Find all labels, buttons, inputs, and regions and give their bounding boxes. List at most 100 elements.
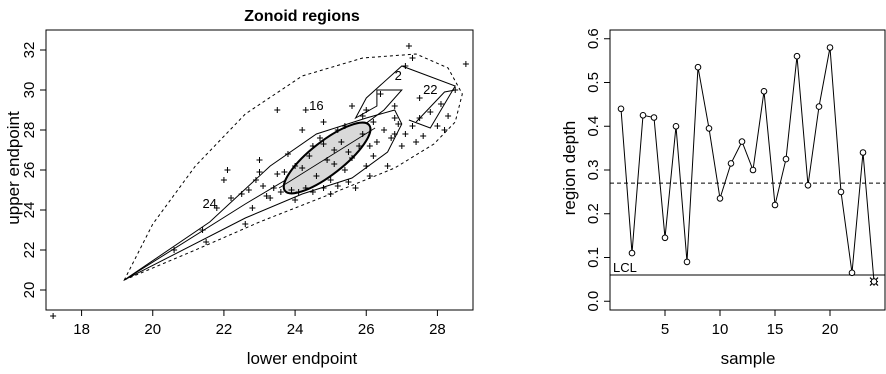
depth-point	[617, 105, 625, 113]
data-point	[352, 185, 359, 191]
y-tick-label: 28	[21, 122, 38, 139]
data-point	[366, 143, 373, 149]
depth-point	[760, 88, 768, 95]
data-point	[420, 133, 427, 139]
depth-point	[837, 188, 845, 196]
y-tick-label: 0.2	[585, 203, 602, 224]
depth-point	[815, 103, 823, 110]
data-point	[345, 149, 352, 155]
data-point	[405, 43, 412, 49]
point-label-22: 22	[423, 82, 437, 97]
data-point	[370, 153, 377, 159]
right-plot-marks: LCL	[610, 44, 885, 286]
data-point	[309, 143, 316, 149]
data-point	[349, 103, 356, 109]
data-point	[320, 141, 327, 147]
data-point	[228, 195, 235, 201]
data-point	[224, 167, 231, 173]
data-point	[398, 143, 405, 149]
data-point	[256, 169, 263, 175]
data-point	[331, 147, 338, 153]
data-point	[437, 101, 444, 107]
y-tick-label: 30	[21, 82, 38, 99]
data-point	[295, 189, 302, 195]
y-tick-label: 32	[21, 42, 38, 59]
data-point	[445, 113, 452, 119]
data-point	[288, 187, 295, 193]
y-tick-label: 22	[21, 242, 38, 259]
data-point	[338, 139, 345, 145]
data-point	[359, 113, 366, 119]
data-point	[452, 87, 459, 93]
data-point	[341, 167, 348, 173]
data-point	[263, 193, 270, 199]
data-point	[441, 127, 448, 133]
data-point	[277, 189, 284, 195]
depth-point	[661, 234, 669, 242]
depth-point	[782, 155, 790, 163]
data-point	[252, 177, 259, 183]
data-point	[274, 107, 281, 113]
depth-point	[639, 112, 647, 119]
data-point	[402, 63, 409, 69]
data-point	[416, 95, 423, 101]
data-point	[313, 173, 320, 179]
depth-point	[716, 195, 724, 202]
x-tick-label: 26	[358, 321, 375, 338]
x-tick-label: 28	[429, 321, 446, 338]
data-point	[409, 55, 416, 61]
depth-point	[793, 52, 801, 60]
y-tick-label: 0.6	[585, 28, 602, 49]
data-point	[299, 165, 306, 171]
left-x-axis-title: lower endpoint	[247, 349, 358, 368]
data-point	[213, 205, 220, 211]
y-tick-label: 0.4	[585, 116, 602, 137]
x-tick-label: 15	[767, 321, 784, 338]
data-point	[395, 121, 402, 127]
right-plot-frame	[609, 29, 886, 311]
data-point	[302, 107, 309, 113]
data-point	[341, 123, 348, 129]
depth-point	[804, 182, 812, 189]
point-label-24: 24	[202, 196, 216, 211]
data-point	[281, 169, 288, 175]
data-point	[427, 109, 434, 115]
data-point	[320, 185, 327, 191]
depth-series-line	[620, 47, 875, 282]
data-point	[377, 91, 384, 97]
y-tick-label: 0.5	[585, 72, 602, 93]
left-y-axis-title: upper endpoint	[4, 111, 23, 225]
y-tick-label: 20	[21, 282, 38, 299]
data-point	[199, 227, 206, 233]
data-point	[203, 239, 210, 245]
data-point	[292, 163, 299, 169]
depth-point	[749, 166, 757, 174]
data-point	[270, 185, 277, 191]
data-point	[345, 179, 352, 185]
data-point	[349, 155, 356, 161]
y-tick-label: 0.1	[585, 247, 602, 268]
data-point	[327, 177, 334, 183]
data-point	[267, 195, 274, 201]
x-tick-label: 5	[661, 321, 669, 338]
x-tick-label: 20	[144, 321, 161, 338]
data-point	[274, 171, 281, 177]
right-x-axis: 5 10 15 20	[661, 310, 838, 338]
data-point	[306, 153, 313, 159]
data-point	[402, 131, 409, 137]
depth-point	[672, 123, 680, 130]
depth-point	[705, 125, 713, 132]
left-x-axis: 18 20 22 24 26 28	[73, 310, 446, 338]
depth-point	[650, 114, 658, 121]
data-point	[171, 247, 178, 253]
depth-point	[628, 249, 636, 257]
region-depth-panel: LCL 5 10 15 20 0.0 0.1 0.2 0.3 0.4 0.5 0.6 sample…	[560, 28, 886, 368]
depth-point	[771, 201, 779, 209]
data-point	[363, 163, 370, 169]
data-point	[373, 139, 380, 145]
depth-point	[694, 63, 702, 71]
data-point	[434, 123, 441, 129]
